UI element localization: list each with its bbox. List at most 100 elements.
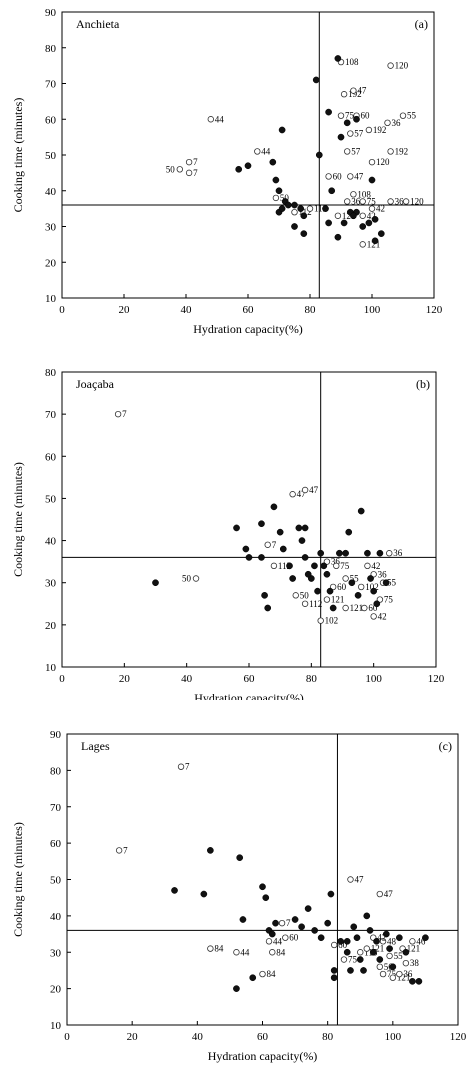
- point-label: 108: [357, 189, 371, 199]
- data-point-filled: [311, 562, 318, 570]
- point-label: 56: [384, 962, 394, 972]
- point-label: 75: [367, 196, 377, 206]
- data-point-open: [359, 198, 366, 205]
- point-label: 47: [354, 875, 364, 885]
- point-label: 84: [276, 947, 286, 957]
- data-point-open: [357, 949, 364, 956]
- data-point-open: [185, 158, 193, 166]
- data-point-filled: [235, 165, 243, 173]
- x-tick-label: 120: [428, 673, 445, 685]
- x-tick-label: 80: [322, 1031, 334, 1043]
- point-label: 50: [166, 164, 176, 174]
- data-point-filled: [389, 963, 397, 971]
- data-point-filled: [350, 923, 358, 931]
- y-tick-label: 50: [50, 875, 62, 887]
- x-tick-label: 120: [450, 1031, 467, 1043]
- location-label: Lages: [81, 739, 110, 753]
- y-tick-label: 50: [45, 150, 57, 162]
- data-point-filled: [357, 507, 365, 515]
- point-label: 47: [357, 86, 367, 96]
- data-point-open: [359, 212, 366, 219]
- point-label: 112: [314, 204, 327, 214]
- scatter-chart-b: 0 20 40 60 80 100 120 10 20 30 40 50 60 70 80 7 50 7 47 47 1…: [11, 367, 445, 705]
- y-tick-label: 90: [45, 7, 57, 19]
- data-point-filled: [343, 948, 351, 956]
- data-point-open: [289, 491, 296, 498]
- data-point-filled: [320, 562, 328, 570]
- data-point-filled: [334, 55, 342, 62]
- point-label: 36: [393, 548, 403, 558]
- data-point-filled: [207, 847, 214, 854]
- y-tick-label: 10: [45, 662, 57, 674]
- scatter-chart-a: 0 20 40 60 80 100 120 10 20 30 40 50 60 70 80 90 44 50 77 4…: [11, 7, 443, 336]
- y-tick-label: 10: [50, 1020, 62, 1032]
- point-label: 42: [378, 611, 387, 621]
- data-point-filled: [336, 549, 343, 557]
- x-tick-label: 100: [364, 304, 381, 316]
- point-label: 42: [376, 204, 385, 214]
- y-tick-label: 70: [45, 409, 57, 421]
- data-point-filled: [325, 108, 332, 116]
- point-label: 7: [123, 845, 128, 855]
- point-label: 36: [392, 118, 402, 128]
- point-label: 75: [384, 595, 394, 605]
- point-label: 36: [403, 969, 413, 979]
- location-label: Joaçaba: [76, 377, 115, 391]
- data-point-open: [347, 876, 354, 883]
- data-point-open: [344, 198, 351, 205]
- data-point-open: [344, 148, 351, 155]
- point-label: 47: [354, 171, 364, 181]
- data-point-filled: [258, 520, 265, 528]
- data-point-filled: [314, 587, 321, 595]
- data-point-open: [350, 87, 357, 94]
- y-tick-label: 80: [45, 43, 57, 55]
- point-label: 47: [384, 889, 394, 899]
- y-tick-label: 80: [45, 367, 57, 379]
- point-label: 102: [365, 582, 379, 592]
- data-point-filled: [244, 162, 252, 170]
- data-point-open: [340, 956, 348, 963]
- point-label: 60: [333, 171, 343, 181]
- point-label: 121: [331, 595, 345, 605]
- y-axis-label: Cooking time (minutes): [11, 822, 25, 937]
- data-point-open: [330, 941, 338, 949]
- data-point-filled: [152, 579, 159, 587]
- data-point-open: [185, 169, 193, 177]
- x-axis-label: Hydration capacity(%): [208, 1049, 318, 1063]
- point-label: 121: [367, 239, 381, 249]
- point-label: 44: [240, 947, 250, 957]
- data-point-open: [387, 62, 394, 69]
- panel-label: (a): [415, 17, 428, 31]
- data-point-open: [358, 583, 365, 591]
- data-point-open: [387, 148, 394, 155]
- x-tick-label: 20: [119, 304, 131, 316]
- data-point-filled: [337, 133, 345, 141]
- data-point-filled: [289, 575, 296, 582]
- data-point-open: [265, 938, 273, 945]
- y-tick-label: 60: [45, 451, 57, 463]
- x-tick-label: 20: [119, 673, 131, 685]
- data-point-filled: [409, 978, 416, 985]
- point-label: 102: [325, 616, 339, 626]
- data-point-filled: [363, 912, 371, 920]
- data-point-filled: [301, 524, 309, 532]
- y-tick-label: 30: [50, 947, 62, 959]
- point-label: 60: [337, 582, 347, 592]
- point-label: 112: [309, 599, 322, 609]
- data-point-open: [337, 112, 345, 119]
- data-point-filled: [356, 956, 364, 963]
- data-point-filled: [330, 967, 338, 974]
- data-point-open: [384, 119, 391, 127]
- point-label: 7: [185, 762, 190, 772]
- data-point-open: [350, 191, 357, 198]
- data-point-open: [342, 575, 349, 582]
- data-point-filled: [259, 883, 266, 891]
- data-point-filled: [275, 187, 283, 195]
- data-point-open: [347, 173, 354, 180]
- data-point-filled: [377, 230, 385, 237]
- point-label: 50: [182, 574, 192, 584]
- data-point-filled: [284, 201, 292, 209]
- point-label: 46: [416, 936, 426, 946]
- data-point-open: [368, 205, 376, 212]
